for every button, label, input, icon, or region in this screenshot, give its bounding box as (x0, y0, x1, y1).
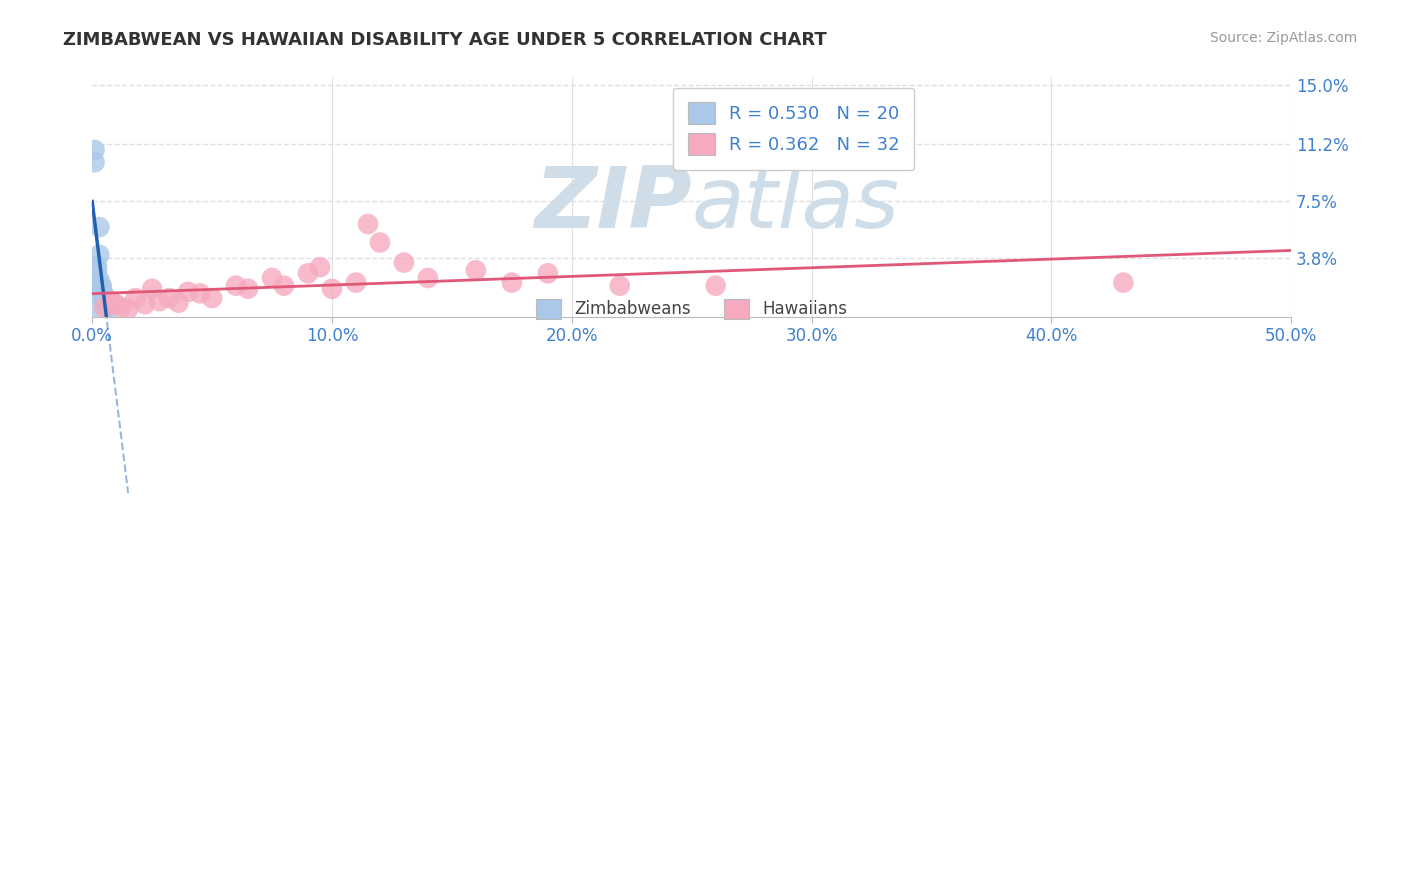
Legend: R = 0.530   N = 20, R = 0.362   N = 32: R = 0.530 N = 20, R = 0.362 N = 32 (673, 87, 914, 169)
Point (89, 220, 111, 235)
Point (93, 294, 115, 309)
Point (141, 282, 163, 296)
Point (93, 300, 115, 314)
Point (105, 297, 128, 311)
Point (321, 282, 343, 296)
Point (177, 285, 200, 299)
Point (501, 276, 523, 290)
Point (89, 248, 111, 262)
Point (86, 263, 108, 277)
Point (157, 291, 180, 305)
Point (309, 260, 332, 275)
Text: Source: ZipAtlas.com: Source: ZipAtlas.com (1209, 31, 1357, 45)
Point (86, 303, 108, 318)
Point (124, 291, 146, 305)
Point (416, 271, 439, 285)
Point (537, 266, 560, 280)
Point (96, 300, 118, 314)
Point (90, 282, 112, 296)
Point (90, 289, 112, 303)
Point (86, 259, 108, 273)
Point (273, 278, 295, 293)
Point (148, 294, 170, 309)
Point (96, 297, 118, 311)
Point (188, 286, 211, 301)
Point (167, 295, 190, 310)
Point (110, 300, 132, 314)
Point (464, 263, 486, 277)
Point (83, 155, 105, 169)
Point (225, 278, 247, 293)
Point (201, 291, 224, 305)
Point (134, 297, 156, 311)
Point (1112, 276, 1135, 290)
Point (344, 276, 367, 290)
Point (89, 272, 111, 286)
Point (89, 277, 111, 292)
Point (83, 143, 105, 157)
Text: atlas: atlas (692, 162, 900, 245)
Point (297, 266, 319, 280)
Point (609, 278, 631, 293)
Point (90, 278, 112, 293)
Point (704, 278, 727, 293)
Point (100, 294, 122, 309)
Point (93, 288, 115, 302)
Text: ZIP: ZIP (534, 162, 692, 245)
Point (260, 271, 283, 285)
Point (117, 301, 139, 316)
Point (93, 291, 115, 305)
Point (90, 286, 112, 301)
Point (392, 255, 415, 269)
Point (357, 217, 380, 231)
Point (236, 282, 259, 296)
Point (368, 235, 391, 250)
Text: ZIMBABWEAN VS HAWAIIAN DISABILITY AGE UNDER 5 CORRELATION CHART: ZIMBABWEAN VS HAWAIIAN DISABILITY AGE UN… (63, 31, 827, 49)
Point (93, 297, 115, 311)
Point (97, 301, 120, 316)
